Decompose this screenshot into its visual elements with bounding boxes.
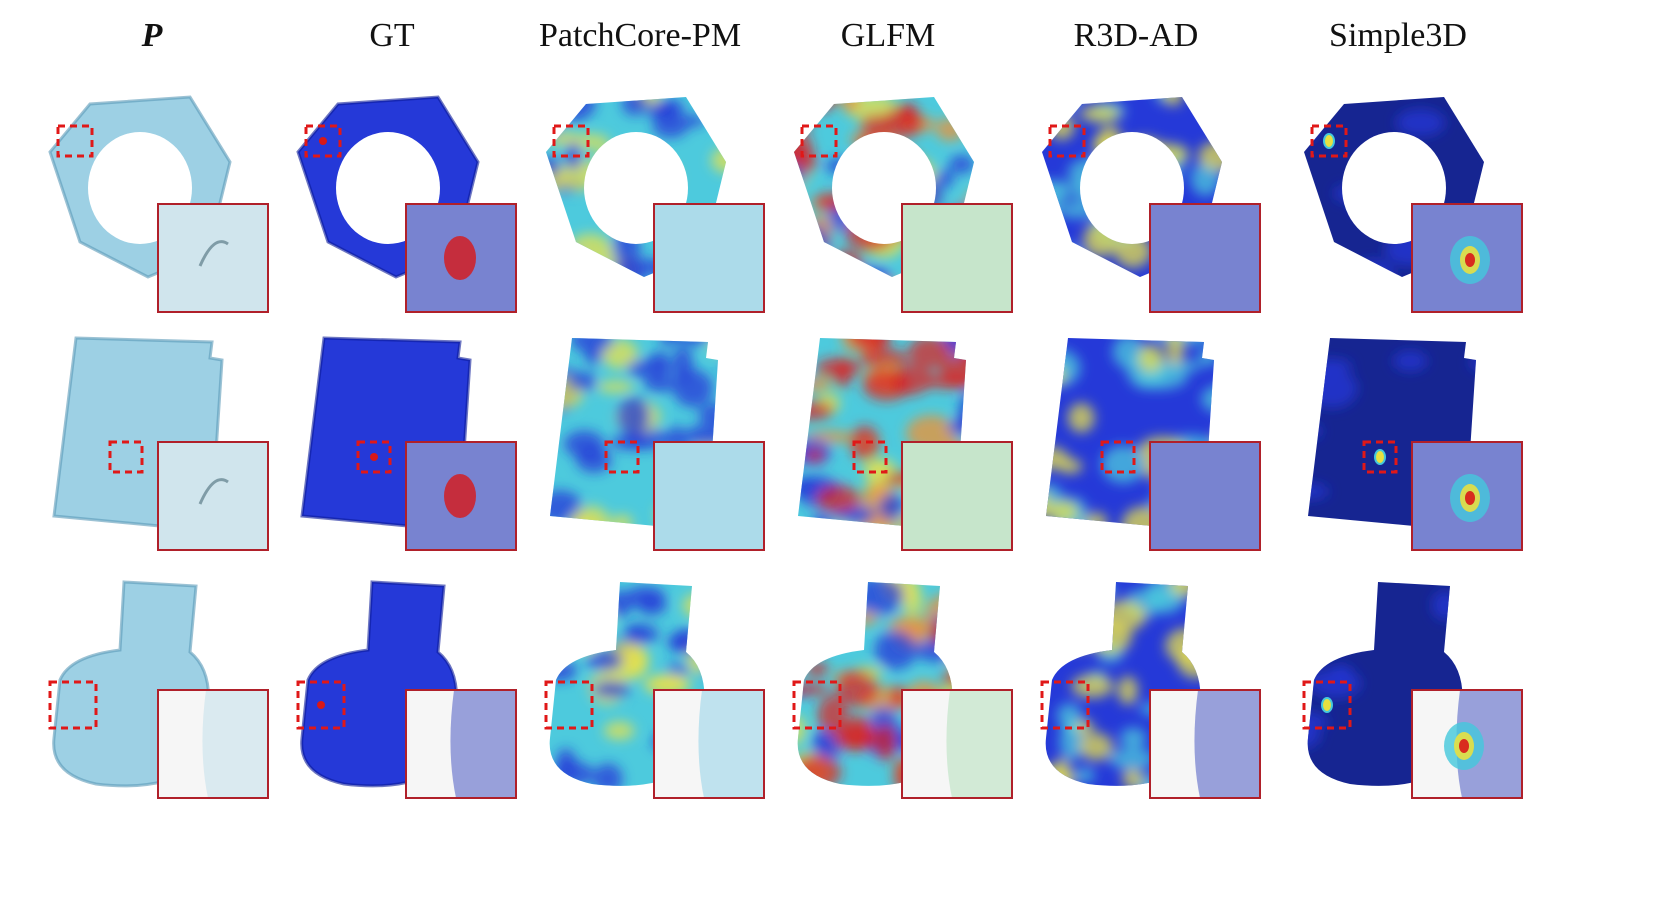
pred-anomaly-spot xyxy=(1321,697,1333,713)
column-title-glfm: GLFM xyxy=(840,17,936,54)
anomaly-dashed-box xyxy=(304,124,342,158)
zoom-inset-nut-pcpm xyxy=(653,203,765,313)
anomaly-dashed-box xyxy=(1040,680,1090,730)
zoom-inset-nut-p xyxy=(157,203,269,313)
anomaly-dashed-box xyxy=(1100,440,1136,474)
zoom-inset-plate-glfm xyxy=(901,441,1013,551)
anomaly-dashed-box xyxy=(1362,440,1398,474)
gt-anomaly-dot xyxy=(370,453,378,461)
zoom-inset-cylinder-gt xyxy=(405,689,517,799)
zoom-inset-plate-pcpm xyxy=(653,441,765,551)
gt-anomaly-dot xyxy=(319,137,327,145)
zoom-inset-nut-gt xyxy=(405,203,517,313)
zoom-inset-cylinder-p xyxy=(157,689,269,799)
zoom-inset-plate-r3dad xyxy=(1149,441,1261,551)
anomaly-dashed-box xyxy=(1048,124,1086,158)
zoom-inset-cylinder-pcpm xyxy=(653,689,765,799)
zoom-inset-nut-glfm xyxy=(901,203,1013,313)
panel-cylinder-simple3d xyxy=(1302,582,1463,786)
anomaly-dashed-box xyxy=(1310,124,1348,158)
pred-anomaly-spot xyxy=(1323,133,1335,149)
anomaly-dashed-box xyxy=(604,440,640,474)
zoom-inset-nut-simple3d xyxy=(1411,203,1523,313)
zoom-inset-cylinder-simple3d xyxy=(1411,689,1523,799)
anomaly-dashed-box xyxy=(792,680,842,730)
zoom-inset-plate-simple3d xyxy=(1411,441,1523,551)
zoom-inset-cylinder-glfm xyxy=(901,689,1013,799)
anomaly-dashed-box xyxy=(544,680,594,730)
pred-anomaly-spot xyxy=(1374,449,1386,465)
anomaly-dashed-box xyxy=(108,440,144,474)
anomaly-dashed-box xyxy=(800,124,838,158)
anomaly-dashed-box xyxy=(552,124,590,158)
anomaly-dashed-box xyxy=(852,440,888,474)
panel-cylinder-pcpm xyxy=(544,582,705,786)
anomaly-dashed-box xyxy=(356,440,392,474)
column-title-r3d-ad: R3D-AD xyxy=(1073,17,1199,54)
column-title-simple3d: Simple3D xyxy=(1329,17,1467,54)
gt-anomaly-dot xyxy=(317,701,325,709)
column-title-p: P xyxy=(141,17,163,54)
column-title-patchcore-pm: PatchCore-PM xyxy=(538,17,742,54)
anomaly-dashed-box xyxy=(56,124,94,158)
zoom-inset-nut-r3dad xyxy=(1149,203,1261,313)
anomaly-dashed-box xyxy=(296,680,346,730)
zoom-inset-plate-gt xyxy=(405,441,517,551)
anomaly-dashed-box xyxy=(1302,680,1352,730)
zoom-inset-plate-p xyxy=(157,441,269,551)
anomaly-dashed-box xyxy=(48,680,98,730)
column-title-gt: GT xyxy=(369,17,415,54)
zoom-inset-cylinder-r3dad xyxy=(1149,689,1261,799)
